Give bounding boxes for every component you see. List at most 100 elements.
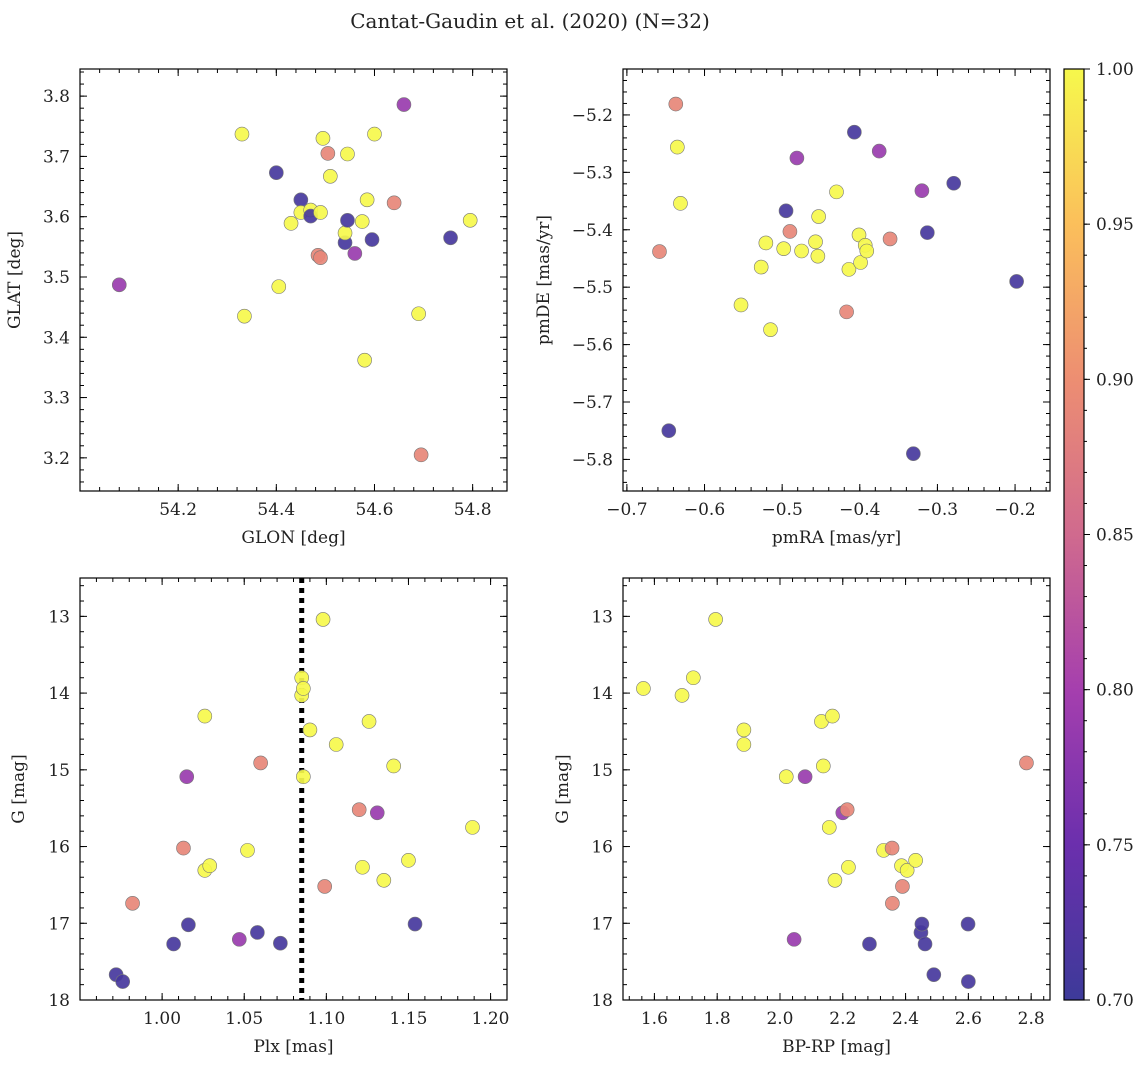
y-tick-label: −5.6	[572, 336, 613, 356]
data-point	[465, 820, 480, 835]
data-point	[197, 708, 213, 724]
plot-frame	[79, 577, 508, 1001]
y-tick-label: 14	[48, 684, 70, 704]
data-point	[125, 896, 140, 911]
x-axis-label: pmRA [mas/yr]	[772, 528, 901, 548]
data-point	[328, 737, 344, 752]
data-point	[369, 805, 385, 821]
data-point	[895, 879, 910, 894]
data-point	[906, 446, 921, 461]
panel-4: 1.6 1.8 2.0 2.2 2.4 2.6 2.8 13 14 15 16 17 18 BP-RP […	[553, 577, 1051, 1057]
data-point	[443, 230, 458, 246]
data-point	[829, 184, 844, 200]
data-point	[778, 203, 794, 219]
x-tick-label: −0.6	[684, 500, 725, 520]
colorbar-tick-label: 0.95	[1096, 215, 1134, 235]
y-tick-label: −5.2	[572, 106, 613, 126]
data-point	[376, 873, 392, 888]
y-axis-label: G [mag]	[553, 754, 573, 823]
data-point	[351, 802, 367, 818]
data-point	[253, 755, 268, 771]
data-point	[396, 97, 412, 112]
colorbar-tick-label: 0.85	[1096, 526, 1134, 546]
data-point	[736, 737, 752, 752]
data-point	[776, 241, 792, 257]
colorbar: 0.70 0.75 0.80 0.85 0.90 0.95 1.00	[1063, 60, 1134, 1011]
y-tick-label: 3.6	[43, 208, 70, 228]
data-point	[652, 244, 667, 259]
y-tick-label: 3.4	[43, 328, 70, 348]
data-point	[357, 352, 372, 368]
data-point	[847, 124, 862, 140]
y-tick-label: −5.3	[572, 163, 613, 183]
x-tick-label: 54.6	[356, 500, 394, 520]
data-point	[914, 183, 930, 199]
colorbar-tick-label: 0.90	[1096, 370, 1134, 390]
data-point	[367, 126, 382, 142]
data-point	[317, 879, 333, 894]
data-point	[340, 146, 355, 162]
data-point	[862, 936, 877, 952]
data-point	[115, 974, 130, 989]
data-point	[926, 967, 942, 982]
y-tick-label: 3.7	[43, 147, 70, 167]
data-point	[920, 225, 935, 240]
data-point	[234, 126, 250, 142]
data-point	[361, 714, 377, 729]
data-point	[413, 447, 429, 463]
x-tick-label: 2.6	[955, 1009, 982, 1029]
y-tick-label: 15	[48, 761, 70, 781]
data-point	[808, 234, 823, 250]
figure-title: Cantat-Gaudin et al. (2020) (N=32)	[350, 9, 710, 33]
data-point	[786, 932, 802, 947]
data-point	[674, 688, 690, 703]
x-tick-label: 1.15	[390, 1009, 428, 1029]
data-point	[782, 224, 798, 239]
x-tick-label: 1.8	[704, 1009, 731, 1029]
y-tick-label: 16	[48, 838, 70, 858]
data-point	[763, 322, 778, 337]
x-tick-label: 1.10	[307, 1009, 345, 1029]
data-point	[668, 96, 684, 112]
data-point	[302, 722, 318, 738]
plot-frame	[79, 68, 508, 492]
data-point	[946, 175, 962, 191]
data-point	[232, 932, 247, 947]
y-tick-label: 16	[591, 838, 613, 858]
data-point	[202, 858, 218, 874]
data-point	[810, 248, 826, 264]
x-tick-label: 2.2	[829, 1009, 856, 1029]
data-point	[315, 131, 331, 146]
data-point	[853, 255, 868, 270]
data-point	[347, 246, 363, 261]
data-point	[462, 213, 478, 228]
y-tick-label: −5.8	[572, 450, 613, 470]
x-tick-label: 54.2	[159, 500, 197, 520]
data-point	[320, 146, 336, 161]
colorbar-tick-label: 0.70	[1096, 991, 1134, 1011]
y-tick-label: 14	[591, 684, 613, 704]
data-point	[827, 873, 843, 888]
data-point	[673, 196, 688, 211]
x-tick-label: −0.7	[606, 500, 647, 520]
data-point	[240, 843, 255, 858]
data-point	[733, 297, 749, 313]
data-point	[882, 231, 898, 247]
colorbar-tick-label: 1.00	[1096, 60, 1134, 80]
data-point	[313, 205, 328, 220]
data-point	[411, 306, 426, 322]
x-tick-label: 1.05	[225, 1009, 263, 1029]
data-point	[407, 916, 423, 932]
colorbar-tick-label: 0.80	[1096, 681, 1134, 701]
y-tick-label: 3.8	[43, 87, 70, 107]
x-tick-label: 1.20	[472, 1009, 510, 1029]
y-tick-label: 17	[48, 914, 70, 934]
data-point	[323, 169, 338, 184]
data-point	[899, 863, 915, 878]
data-point	[686, 670, 701, 686]
data-point	[176, 840, 191, 856]
y-tick-label: 3.3	[43, 389, 70, 409]
y-tick-label: 3.5	[43, 268, 70, 288]
data-point	[914, 916, 930, 932]
data-point	[758, 235, 774, 251]
